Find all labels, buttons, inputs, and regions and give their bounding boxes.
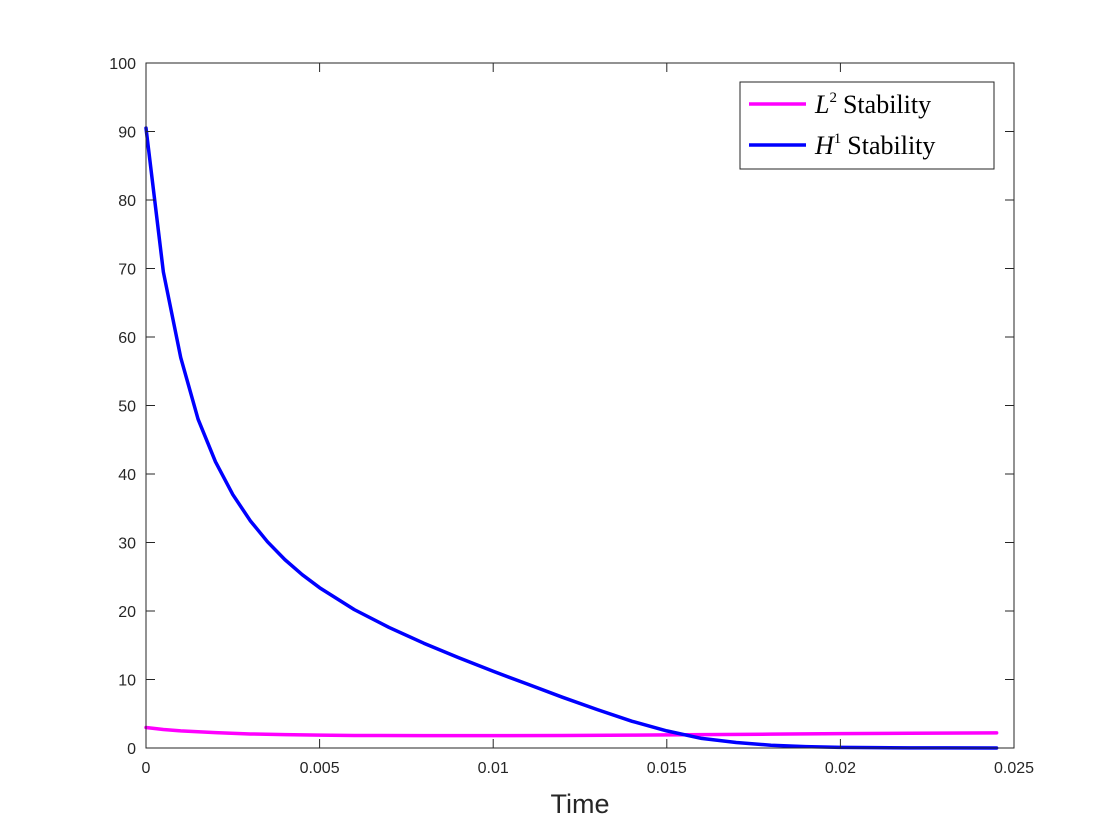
x-axis-title: Time [551, 789, 610, 819]
y-tick-label: 100 [109, 56, 136, 73]
y-tick-label: 30 [118, 536, 136, 553]
x-tick-label: 0.01 [478, 760, 509, 777]
ticks-layer: 0 0.005 0.01 0.015 0.02 0.025 0 10 20 30 40 50 60 70 8… [109, 56, 1034, 777]
y-tick-label: 80 [118, 193, 136, 210]
series-line-0 [144, 725, 999, 738]
legend-label-1: H1 Stability [814, 131, 935, 160]
y-tick-label: 0 [127, 741, 136, 758]
y-tick-label: 90 [118, 125, 136, 142]
legend-box [739, 81, 995, 170]
x-tick-label: 0.015 [647, 760, 687, 777]
x-tick-label: 0.025 [994, 760, 1034, 777]
legend: L2 Stability H1 Stability [739, 81, 995, 170]
y-tick-label: 60 [118, 330, 136, 347]
y-tick-label: 50 [118, 399, 136, 416]
series-line-1 [144, 126, 999, 750]
y-tick-label: 10 [118, 673, 136, 690]
x-tick-label: 0.005 [300, 760, 340, 777]
x-tick-label: 0 [142, 760, 151, 777]
series-layer [144, 126, 999, 750]
plot-area [146, 63, 1014, 748]
y-tick-label: 40 [118, 467, 136, 484]
y-tick-label: 70 [118, 262, 136, 279]
legend-label-0: L2 Stability [814, 90, 931, 119]
x-tick-label: 0.02 [825, 760, 856, 777]
y-tick-label: 20 [118, 604, 136, 621]
